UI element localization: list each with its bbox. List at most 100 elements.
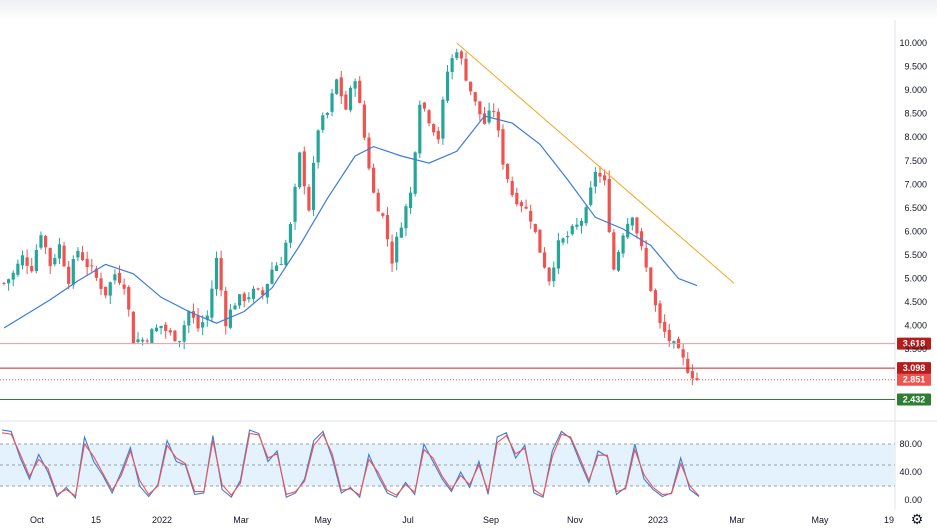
candle-body [579, 220, 584, 226]
candle-body [538, 229, 542, 253]
candle-body [381, 213, 385, 216]
candle-body [25, 257, 29, 266]
candle-body [529, 210, 533, 222]
candle-body [16, 263, 20, 275]
candle-body [316, 130, 320, 163]
time-axis-tick-label: May [811, 515, 829, 525]
candle-body [62, 245, 66, 267]
candle-body [344, 94, 348, 110]
candle-body [515, 192, 519, 205]
candle-body [339, 77, 343, 97]
candle-body [335, 79, 339, 94]
gear-icon[interactable]: ⚙ [910, 511, 924, 527]
candle-body [482, 113, 487, 124]
candle-body [131, 311, 135, 344]
candle-body [348, 87, 353, 111]
time-axis-tick-label: 2023 [648, 515, 668, 525]
candle-body [7, 279, 11, 284]
candle-body [210, 288, 214, 318]
candle-body [681, 349, 685, 358]
candle-body [321, 115, 325, 130]
candle-body [145, 340, 149, 342]
stoch-k-line [1, 429, 700, 500]
candle-body [48, 248, 52, 267]
price-axis-tick-label: 4.000 [904, 321, 927, 331]
candle-body [524, 206, 528, 209]
candle-body [496, 111, 500, 131]
candle-body [427, 110, 431, 124]
candle-body [639, 231, 644, 247]
price-level-badge [897, 337, 931, 350]
price-axis-tick-label: 8.500 [904, 109, 927, 119]
candle-body [117, 272, 122, 283]
price-axis-tick-label: 4.500 [904, 297, 927, 307]
price-axis-tick-label: 7.500 [904, 156, 927, 166]
candle-body [695, 378, 699, 381]
candle-body [182, 325, 186, 342]
candle-body [432, 124, 436, 133]
candle-body [288, 223, 293, 243]
price-axis-tick-label: 3.500 [904, 344, 927, 354]
price-axis-tick-label: 10.000 [899, 38, 927, 48]
candle-body [233, 305, 237, 310]
candle-body [663, 321, 667, 332]
candle-body [261, 290, 265, 296]
price-level-badge [897, 362, 931, 375]
candle-body [20, 255, 25, 266]
time-axis-tick-label: 15 [91, 515, 101, 525]
candle-body [441, 99, 445, 139]
candle-body [307, 186, 311, 211]
candle-body [238, 294, 242, 306]
candle-body [43, 236, 48, 248]
candle-body [556, 240, 560, 269]
candle-body [469, 81, 473, 92]
price-level-badge-label: 3.098 [903, 363, 926, 373]
candle-body [478, 101, 482, 115]
candle-body [593, 171, 597, 187]
candle-body [589, 187, 593, 205]
price-level-badge-label: 2.851 [903, 375, 926, 385]
candle-body [621, 235, 625, 254]
candle-body [584, 207, 588, 224]
oscillator-axis-tick-label: 80.00 [899, 439, 922, 449]
candle-body [399, 227, 403, 238]
candle-body [672, 341, 676, 344]
price-axis-tick-label: 6.000 [904, 226, 927, 236]
candle-body [653, 290, 658, 306]
candle-body [94, 268, 98, 278]
trendline[interactable] [456, 42, 735, 284]
candle-body [224, 290, 228, 327]
price-level-badge [897, 393, 931, 406]
candle-body [422, 102, 427, 109]
candle-body [376, 192, 380, 212]
candle-body [136, 339, 140, 343]
candle-body [108, 282, 112, 296]
candle-body [492, 111, 496, 113]
candle-body [445, 71, 450, 101]
candle-body [607, 178, 611, 233]
candle-body [408, 192, 413, 208]
candle-body [570, 225, 574, 235]
candle-body [214, 257, 219, 290]
candle-body [510, 180, 514, 196]
candle-body [80, 252, 85, 261]
stoch-d-line [1, 432, 700, 497]
candle-body [418, 104, 422, 154]
price-axis-tick-label: 7.000 [904, 179, 927, 189]
candle-body [598, 172, 602, 177]
time-axis-tick-label: Sep [483, 515, 499, 525]
candle-body [205, 315, 209, 320]
candle-body [658, 303, 662, 324]
candle-body [251, 288, 256, 299]
candle-body [154, 327, 159, 332]
price-axis-tick-label: 8.000 [904, 132, 927, 142]
candle-body [127, 287, 131, 310]
candle-body [150, 329, 154, 344]
candle-body [284, 242, 288, 266]
candle-body [265, 284, 269, 298]
candle-body [228, 309, 232, 328]
candle-body [616, 251, 621, 271]
candle-body [85, 258, 89, 268]
